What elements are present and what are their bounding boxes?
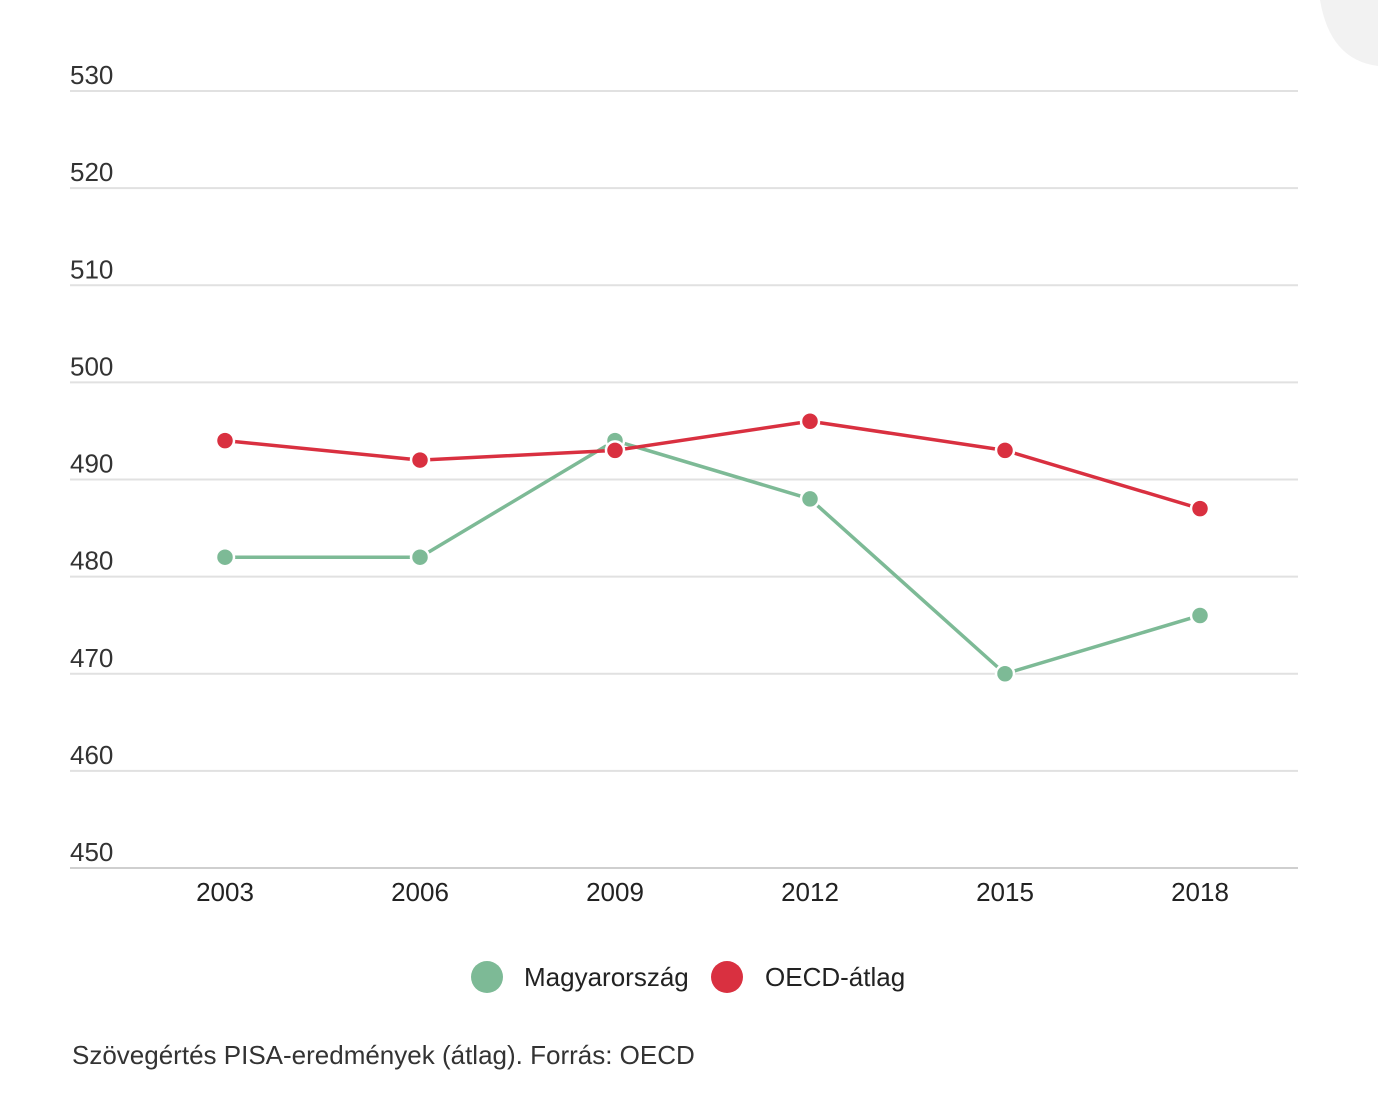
x-axis-ticks: 2003 2006 2009 2012 2015 2018 <box>196 877 1229 907</box>
data-point <box>994 440 1016 461</box>
y-tick-label: 510 <box>70 254 113 284</box>
legend-label: OECD-átlag <box>765 962 905 992</box>
x-tick-label: 2012 <box>781 877 839 907</box>
legend-label: Magyarország <box>524 962 689 992</box>
x-tick-label: 2006 <box>391 877 449 907</box>
y-axis-ticks: 530 520 510 500 490 480 470 460 450 <box>70 60 113 867</box>
data-point <box>214 430 236 451</box>
y-tick-label: 520 <box>70 157 113 187</box>
x-tick-label: 2009 <box>586 877 644 907</box>
chart-footnote: Szövegértés PISA-eredmények (átlag). For… <box>72 1040 695 1070</box>
corner-shade <box>1320 0 1378 66</box>
data-point <box>409 449 431 471</box>
y-tick-label: 480 <box>70 546 113 576</box>
y-tick-label: 500 <box>70 351 113 381</box>
y-tick-label: 490 <box>70 449 113 479</box>
series-line <box>223 419 1202 511</box>
legend: Magyarország OECD-átlag <box>471 961 905 993</box>
data-point <box>409 546 431 568</box>
y-tick-label: 530 <box>70 60 113 90</box>
x-tick-label: 2018 <box>1171 877 1229 907</box>
series-1 <box>214 430 1211 684</box>
legend-swatch <box>711 961 743 993</box>
gridlines <box>70 90 1298 869</box>
data-point <box>214 546 236 568</box>
x-tick-label: 2015 <box>976 877 1034 907</box>
series-2 <box>214 410 1211 519</box>
y-tick-label: 450 <box>70 837 113 867</box>
data-point <box>604 440 626 461</box>
legend-swatch <box>471 961 503 993</box>
x-tick-label: 2003 <box>196 877 254 907</box>
data-point <box>1189 498 1211 519</box>
data-point <box>799 488 821 510</box>
data-point <box>994 663 1016 684</box>
data-point <box>1189 605 1211 626</box>
y-tick-label: 460 <box>70 740 113 770</box>
series-group <box>214 410 1211 684</box>
y-tick-label: 470 <box>70 643 113 673</box>
data-point <box>799 410 821 432</box>
series-line <box>223 438 1202 676</box>
